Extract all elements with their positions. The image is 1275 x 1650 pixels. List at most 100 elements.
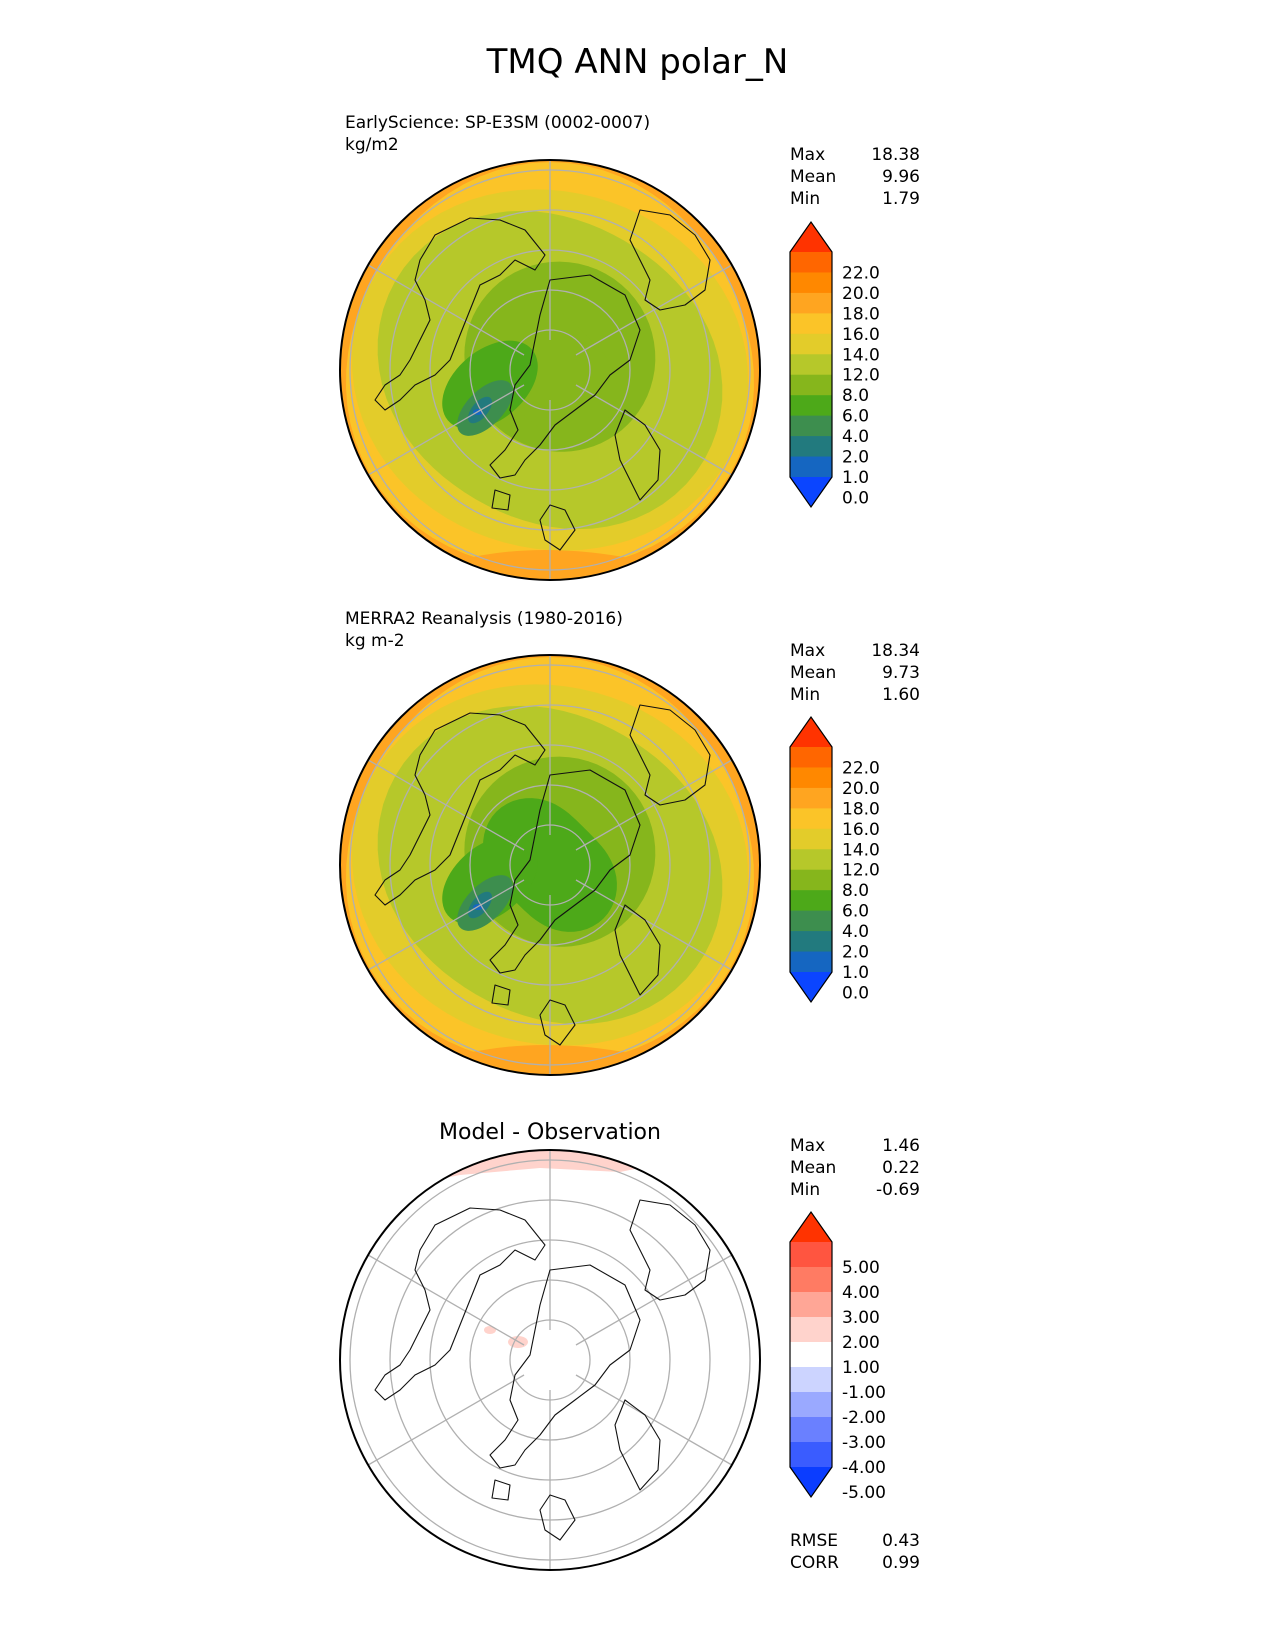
- stat-label: Max: [790, 1136, 826, 1156]
- coastline: [614, 904, 661, 996]
- colorbar-segment: [790, 252, 832, 273]
- coastline: [374, 217, 546, 411]
- colorbar-segment: [790, 951, 832, 973]
- colorbar-segment: [790, 354, 832, 376]
- coastline: [629, 704, 711, 806]
- meridian-line: [367, 1374, 525, 1466]
- stat-value: 1.60: [882, 685, 920, 705]
- stat-value: 1.79: [882, 189, 920, 209]
- stat-value: 18.38: [871, 145, 920, 165]
- colorbar-tick-label: 0.0: [842, 983, 869, 1003]
- colorbar-segment: [790, 890, 832, 912]
- diff-polar-map: [339, 1149, 761, 1571]
- coastline: [539, 504, 576, 551]
- test-caption-line2: kg/m2: [345, 135, 399, 155]
- colorbar-tick-label: 2.0: [842, 943, 869, 963]
- stat-value: 9.73: [882, 663, 920, 683]
- map-background: [340, 1150, 760, 1570]
- colorbar-segment: [790, 374, 832, 396]
- meridian-line: [575, 1374, 733, 1466]
- coastline: [491, 489, 511, 511]
- metric-value: 0.99: [882, 1553, 920, 1573]
- colorbar-segment: [790, 415, 832, 437]
- stat-value: -0.69: [876, 1180, 920, 1200]
- coastline: [374, 712, 546, 906]
- diff-stats: Max 1.46 Mean 0.22 Min -0.69: [790, 1135, 920, 1201]
- positive-anomaly-region: [484, 1326, 496, 1334]
- colorbar-segment: [790, 808, 832, 830]
- figure-title: TMQ ANN polar_N: [486, 42, 789, 82]
- colorbar-tick-label: -1.00: [842, 1383, 886, 1403]
- colorbar-extend-max: [790, 222, 832, 252]
- colorbar-tick-label: 12.0: [842, 366, 880, 386]
- colorbar-segment: [790, 910, 832, 932]
- coastline: [629, 209, 711, 311]
- colorbar-segment: [790, 313, 832, 335]
- colorbar-extend-min: [790, 477, 832, 507]
- colorbar-tick-label: 6.0: [842, 407, 869, 427]
- meridian-line: [367, 759, 525, 851]
- colorbar-tick-label: 5.00: [842, 1258, 880, 1278]
- colorbar-tick-label: 1.00: [842, 1358, 880, 1378]
- colorbar-segment: [790, 828, 832, 850]
- diff-title: Model - Observation: [439, 1120, 661, 1145]
- stat-label: Max: [790, 641, 826, 661]
- colorbar-outline: [789, 220, 833, 509]
- colorbar-tick-label: 4.0: [842, 922, 869, 942]
- stat-label: Mean: [790, 1158, 837, 1178]
- meridian-line: [575, 384, 733, 476]
- meridian-line: [575, 759, 733, 851]
- colorbar-tick-label: 0.0: [842, 488, 869, 508]
- coastline: [489, 274, 641, 479]
- colorbar-tick-label: -5.00: [842, 1483, 886, 1503]
- stat-label: Min: [790, 189, 821, 209]
- colorbar-tick-label: 3.00: [842, 1308, 880, 1328]
- colorbar-tick-label: 14.0: [842, 345, 880, 365]
- ref-caption-line1: MERRA2 Reanalysis (1980-2016): [345, 609, 623, 629]
- meridian-line: [367, 879, 525, 971]
- colorbar-segment: [790, 436, 832, 458]
- stat-value: 1.46: [882, 1136, 920, 1156]
- colorbar-tick-label: -2.00: [842, 1408, 886, 1428]
- test-stats: Max 18.38 Mean 9.96 Min 1.79: [790, 144, 920, 210]
- test-colorbar: 22.020.018.016.014.012.08.06.04.02.01.00…: [789, 220, 880, 509]
- colorbar-tick-label: 6.0: [842, 902, 869, 922]
- colorbar-tick-label: 22.0: [842, 758, 880, 778]
- colorbar-tick-label: 8.0: [842, 386, 869, 406]
- colorbar-segment: [790, 931, 832, 953]
- ref-colorbar: 22.020.018.016.014.012.08.06.04.02.01.00…: [789, 715, 880, 1004]
- colorbar-segment: [790, 333, 832, 355]
- colorbar-segment: [790, 767, 832, 789]
- colorbar-tick-label: 4.00: [842, 1283, 880, 1303]
- colorbar-extend-max: [790, 717, 832, 747]
- colorbar-tick-label: 18.0: [842, 799, 880, 819]
- meridian-line: [367, 1254, 525, 1346]
- coastline: [539, 999, 576, 1046]
- colorbar-extend-max: [790, 1212, 832, 1242]
- colorbar-tick-label: 20.0: [842, 779, 880, 799]
- coastline: [374, 1207, 546, 1401]
- colorbar-tick-label: -4.00: [842, 1458, 886, 1478]
- stat-label: Max: [790, 145, 826, 165]
- colorbar-outline: [789, 1210, 833, 1499]
- coastline: [489, 769, 641, 974]
- colorbar-tick-label: 20.0: [842, 284, 880, 304]
- colorbar-segment: [790, 1267, 832, 1293]
- colorbar-tick-label: 12.0: [842, 861, 880, 881]
- stat-value: 0.22: [882, 1158, 920, 1178]
- coastline: [489, 1264, 641, 1469]
- coastline: [491, 984, 511, 1006]
- colorbar-segment: [790, 1317, 832, 1343]
- meridian-line: [575, 1254, 733, 1346]
- colorbar-outline: [789, 715, 833, 1004]
- colorbar-tick-label: 1.0: [842, 963, 869, 983]
- metric-value: 0.43: [882, 1531, 920, 1551]
- colorbar-segment: [790, 1342, 832, 1368]
- map-boundary: [339, 159, 761, 581]
- colorbar-segment: [790, 272, 832, 294]
- colorbar-tick-label: 2.0: [842, 448, 869, 468]
- stat-label: Min: [790, 685, 821, 705]
- colorbar-tick-label: 1.0: [842, 468, 869, 488]
- coastline: [491, 1479, 511, 1501]
- test-caption-line1: EarlyScience: SP-E3SM (0002-0007): [345, 113, 651, 133]
